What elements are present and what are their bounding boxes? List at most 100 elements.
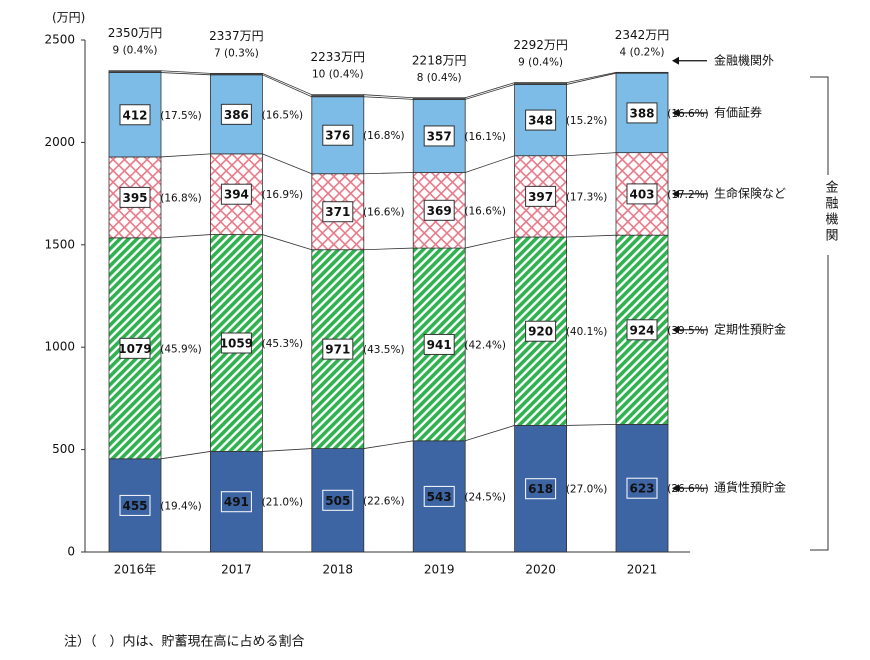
bar-segment — [311, 94, 365, 98]
bar-segment — [615, 71, 669, 74]
value-label: 1059 — [220, 337, 253, 351]
connector-line — [465, 82, 515, 99]
value-label-box — [525, 185, 557, 207]
x-tick-label: 2020 — [525, 563, 556, 577]
percent-label: (24.5%) — [464, 491, 506, 503]
percent-label: (15.2%) — [566, 115, 608, 127]
connector-line — [262, 73, 312, 96]
value-label-box — [525, 320, 557, 342]
value-label-box — [423, 125, 455, 147]
legend-arrowhead — [672, 325, 679, 334]
percent-label: (17.2%) — [667, 189, 709, 201]
value-label: 491 — [224, 495, 249, 509]
connector-line — [160, 70, 211, 74]
total-label: 2292万円 — [513, 38, 568, 52]
y-tick-label: 1000 — [44, 340, 75, 354]
x-tick-label: 2018 — [323, 563, 354, 577]
x-tick-label: 2019 — [424, 563, 455, 577]
value-label: 971 — [325, 343, 350, 357]
total-label: 2342万円 — [615, 28, 670, 42]
connector-line — [262, 234, 312, 251]
value-label-box — [626, 183, 658, 205]
value-label: 348 — [528, 114, 553, 128]
value-label: 505 — [325, 494, 350, 508]
percent-label: (16.6%) — [667, 108, 709, 120]
value-label: 412 — [122, 108, 147, 122]
value-label-box — [626, 319, 658, 341]
total-label: 2350万円 — [108, 26, 163, 40]
percent-label: (26.6%) — [667, 483, 709, 495]
value-label: 1079 — [118, 342, 151, 356]
value-label: 8 (0.4%) — [417, 72, 462, 84]
y-tick-label: 2000 — [44, 135, 75, 149]
value-label: 455 — [122, 499, 147, 513]
y-axis-label: (万円) — [52, 11, 85, 25]
bar-segment — [108, 70, 162, 73]
value-label: 397 — [528, 190, 553, 204]
connector-line — [160, 72, 211, 76]
value-label: 941 — [427, 338, 452, 352]
legend-label: 生命保険など — [714, 185, 786, 200]
connector-line — [363, 440, 414, 449]
percent-label: (22.6%) — [363, 495, 405, 507]
connector-line — [363, 172, 414, 175]
connector-line — [465, 84, 515, 100]
percent-label: (39.5%) — [667, 325, 709, 337]
total-label: 2337万円 — [209, 29, 264, 43]
x-tick-label: 2017 — [221, 563, 252, 577]
bar-segment — [209, 72, 263, 76]
percent-label: (16.8%) — [363, 130, 405, 142]
value-label: 623 — [629, 482, 654, 496]
value-label: 388 — [629, 106, 654, 120]
percent-label: (45.9%) — [160, 343, 202, 355]
value-label: 924 — [629, 323, 654, 337]
legend-label: 金融機関外 — [714, 52, 774, 67]
value-label: 395 — [122, 191, 147, 205]
value-label-box — [220, 332, 252, 354]
connector-line — [363, 96, 414, 100]
percent-label: (40.1%) — [566, 326, 608, 338]
value-label: 618 — [528, 482, 553, 496]
legend-arrowhead — [672, 56, 679, 65]
value-label-box — [423, 485, 455, 507]
connector-line — [262, 153, 312, 175]
connector-line — [566, 71, 617, 83]
percent-label: (45.3%) — [262, 338, 304, 350]
value-label: 920 — [528, 325, 553, 339]
value-label-box — [119, 337, 151, 359]
percent-label: (16.6%) — [363, 207, 405, 219]
value-label-box — [322, 338, 354, 360]
value-label: 9 (0.4%) — [518, 57, 563, 69]
legend-label: 定期性預貯金 — [714, 321, 786, 336]
value-label: 357 — [427, 129, 452, 143]
percent-label: (21.0%) — [262, 497, 304, 509]
connector-line — [566, 234, 617, 238]
value-label-box — [525, 109, 557, 131]
percent-label: (16.6%) — [464, 205, 506, 217]
connector-line — [465, 236, 515, 249]
connector-line — [465, 425, 515, 442]
connector-line — [566, 152, 617, 157]
value-label: 369 — [427, 204, 452, 218]
bracket — [810, 76, 829, 551]
value-label: 386 — [224, 108, 249, 122]
value-label-box — [525, 478, 557, 500]
bracket-label: 金融機関 — [823, 179, 839, 244]
total-label: 2233万円 — [311, 50, 366, 64]
y-tick-label: 500 — [52, 442, 75, 456]
y-tick-label: 1500 — [44, 237, 75, 251]
value-label: 403 — [629, 187, 654, 201]
connector-line — [363, 247, 414, 251]
value-label: 543 — [427, 490, 452, 504]
value-label-box — [322, 201, 354, 223]
value-label-box — [423, 333, 455, 355]
legend-label: 有価証券 — [714, 104, 762, 119]
connector-line — [160, 153, 211, 158]
legend-arrowhead — [672, 189, 679, 198]
legend-arrowhead — [672, 484, 679, 493]
value-label-box — [220, 491, 252, 513]
percent-label: (16.8%) — [160, 192, 202, 204]
value-label-box — [220, 183, 252, 205]
value-label-box — [322, 124, 354, 146]
